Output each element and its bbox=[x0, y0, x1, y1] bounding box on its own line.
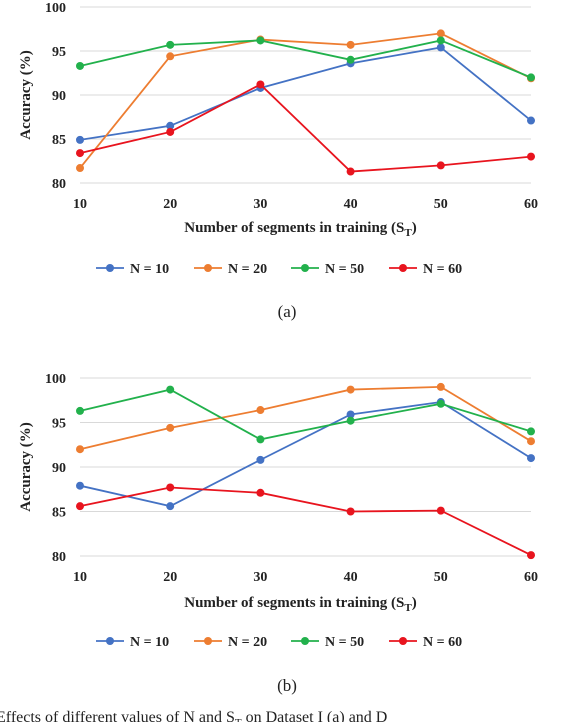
data-point bbox=[436, 399, 445, 408]
data-point bbox=[76, 406, 84, 415]
data-point bbox=[346, 167, 355, 176]
data-point bbox=[527, 73, 535, 82]
series-line bbox=[79, 83, 532, 173]
y-tick-label: 90 bbox=[52, 461, 66, 476]
data-point bbox=[436, 43, 445, 52]
data-point bbox=[76, 61, 84, 70]
legend-marker bbox=[106, 637, 114, 645]
y-tick-label: 100 bbox=[45, 1, 66, 16]
data-point bbox=[76, 445, 84, 454]
legend-marker bbox=[399, 264, 407, 272]
data-point bbox=[76, 502, 84, 511]
data-point bbox=[436, 161, 445, 170]
x-tick-label: 60 bbox=[524, 197, 538, 212]
data-point bbox=[527, 454, 535, 463]
y-tick-label: 85 bbox=[52, 506, 66, 521]
legend-marker bbox=[399, 637, 407, 645]
data-point bbox=[346, 385, 355, 394]
panel-label: (b) bbox=[277, 676, 297, 695]
series-line bbox=[79, 486, 532, 556]
x-tick-label: 50 bbox=[434, 197, 448, 212]
x-tick-label: 40 bbox=[344, 570, 358, 585]
data-point bbox=[436, 29, 445, 38]
series-line bbox=[79, 46, 532, 141]
x-axis-title: Number of segments in training (ST) bbox=[184, 220, 417, 239]
data-point bbox=[256, 455, 265, 464]
x-axis-title: Number of segments in training (ST) bbox=[184, 595, 417, 614]
x-tick-label: 40 bbox=[344, 197, 358, 212]
legend-label: N = 10 bbox=[130, 262, 169, 277]
panel-label: (a) bbox=[278, 302, 297, 321]
x-tick-label: 60 bbox=[524, 570, 538, 585]
legend-label: N = 50 bbox=[325, 262, 364, 277]
legend-label: N = 20 bbox=[228, 262, 267, 277]
chart-panel-b: 80 85 90 95 100 10 20 30 40 50 60 Accuracy (%) Numbe… bbox=[18, 372, 538, 695]
legend-label: N = 60 bbox=[423, 635, 462, 650]
data-point bbox=[256, 488, 265, 497]
data-point bbox=[166, 40, 175, 49]
y-tick-label: 95 bbox=[52, 45, 66, 60]
data-point bbox=[527, 152, 535, 161]
legend-label: N = 20 bbox=[228, 635, 267, 650]
series-line bbox=[79, 385, 532, 451]
data-point bbox=[166, 502, 175, 511]
data-point bbox=[527, 551, 535, 560]
data-point bbox=[436, 382, 445, 391]
x-tick-label: 50 bbox=[434, 570, 448, 585]
legend-label: N = 50 bbox=[325, 635, 364, 650]
data-point bbox=[76, 149, 84, 158]
legend-label: N = 10 bbox=[130, 635, 169, 650]
data-point bbox=[256, 36, 265, 45]
data-point bbox=[166, 52, 175, 61]
x-tick-label: 20 bbox=[163, 570, 177, 585]
data-point bbox=[436, 36, 445, 45]
y-tick-label: 95 bbox=[52, 417, 66, 432]
data-point bbox=[166, 127, 175, 136]
x-tick-label: 10 bbox=[73, 197, 87, 212]
legend-marker bbox=[106, 264, 114, 272]
data-point bbox=[256, 80, 265, 89]
y-tick-label: 100 bbox=[45, 372, 66, 387]
data-point bbox=[76, 164, 84, 173]
data-point bbox=[527, 116, 535, 125]
data-point bbox=[76, 135, 84, 144]
x-tick-label: 30 bbox=[253, 197, 267, 212]
y-tick-label: 80 bbox=[52, 177, 66, 192]
data-point bbox=[346, 410, 355, 419]
data-point bbox=[256, 435, 265, 444]
series-line bbox=[79, 32, 532, 169]
data-point bbox=[527, 427, 535, 436]
legend-marker bbox=[301, 637, 309, 645]
series-line bbox=[79, 401, 532, 508]
figure-caption: Effects of different values of N and ST … bbox=[0, 709, 387, 722]
y-tick-label: 90 bbox=[52, 89, 66, 104]
data-point bbox=[166, 483, 175, 492]
data-point bbox=[346, 40, 355, 49]
data-point bbox=[256, 406, 265, 415]
y-axis-title: Accuracy (%) bbox=[18, 422, 34, 512]
y-tick-label: 80 bbox=[52, 550, 66, 565]
legend-marker bbox=[204, 637, 212, 645]
legend-marker bbox=[204, 264, 212, 272]
data-point bbox=[76, 481, 84, 490]
data-point bbox=[346, 507, 355, 516]
y-tick-label: 85 bbox=[52, 133, 66, 148]
legend-label: N = 60 bbox=[423, 262, 462, 277]
data-point bbox=[527, 437, 535, 446]
data-point bbox=[346, 55, 355, 64]
x-tick-label: 30 bbox=[253, 570, 267, 585]
data-point bbox=[166, 423, 175, 432]
data-point bbox=[436, 506, 445, 515]
legend-marker bbox=[301, 264, 309, 272]
data-point bbox=[346, 416, 355, 425]
series-line bbox=[79, 39, 532, 79]
x-tick-label: 10 bbox=[73, 570, 87, 585]
y-axis-title: Accuracy (%) bbox=[18, 50, 34, 140]
chart-panel-a: 80 85 90 95 100 10 20 30 40 50 60 Accuracy (%) Numbe… bbox=[18, 1, 538, 321]
data-point bbox=[166, 385, 175, 394]
x-tick-label: 20 bbox=[163, 197, 177, 212]
data-point bbox=[166, 121, 175, 130]
series-line bbox=[79, 388, 532, 441]
